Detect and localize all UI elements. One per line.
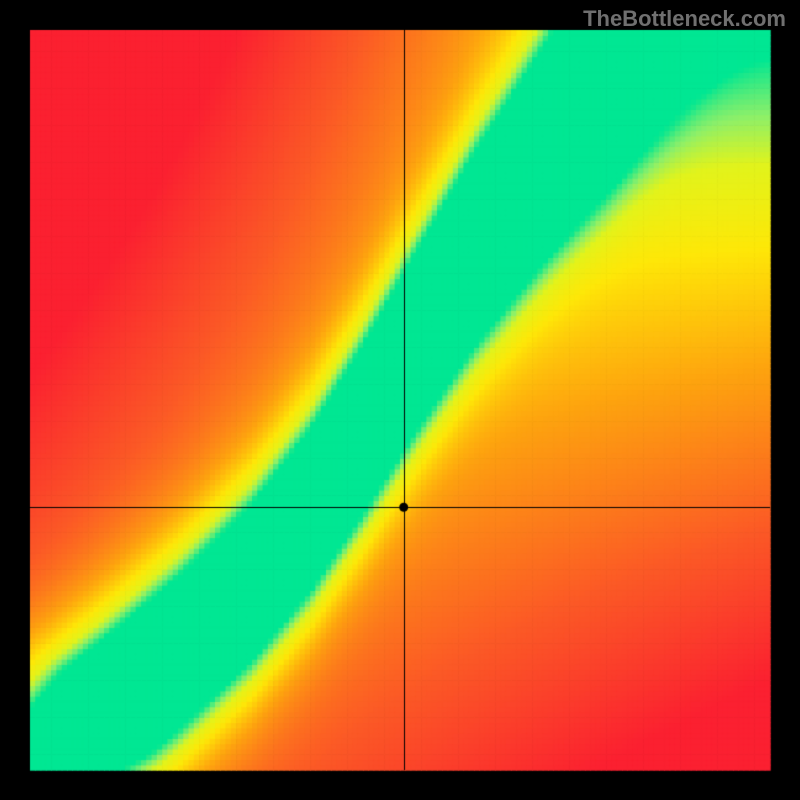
watermark-text: TheBottleneck.com (583, 6, 786, 32)
bottleneck-heatmap (0, 0, 800, 800)
